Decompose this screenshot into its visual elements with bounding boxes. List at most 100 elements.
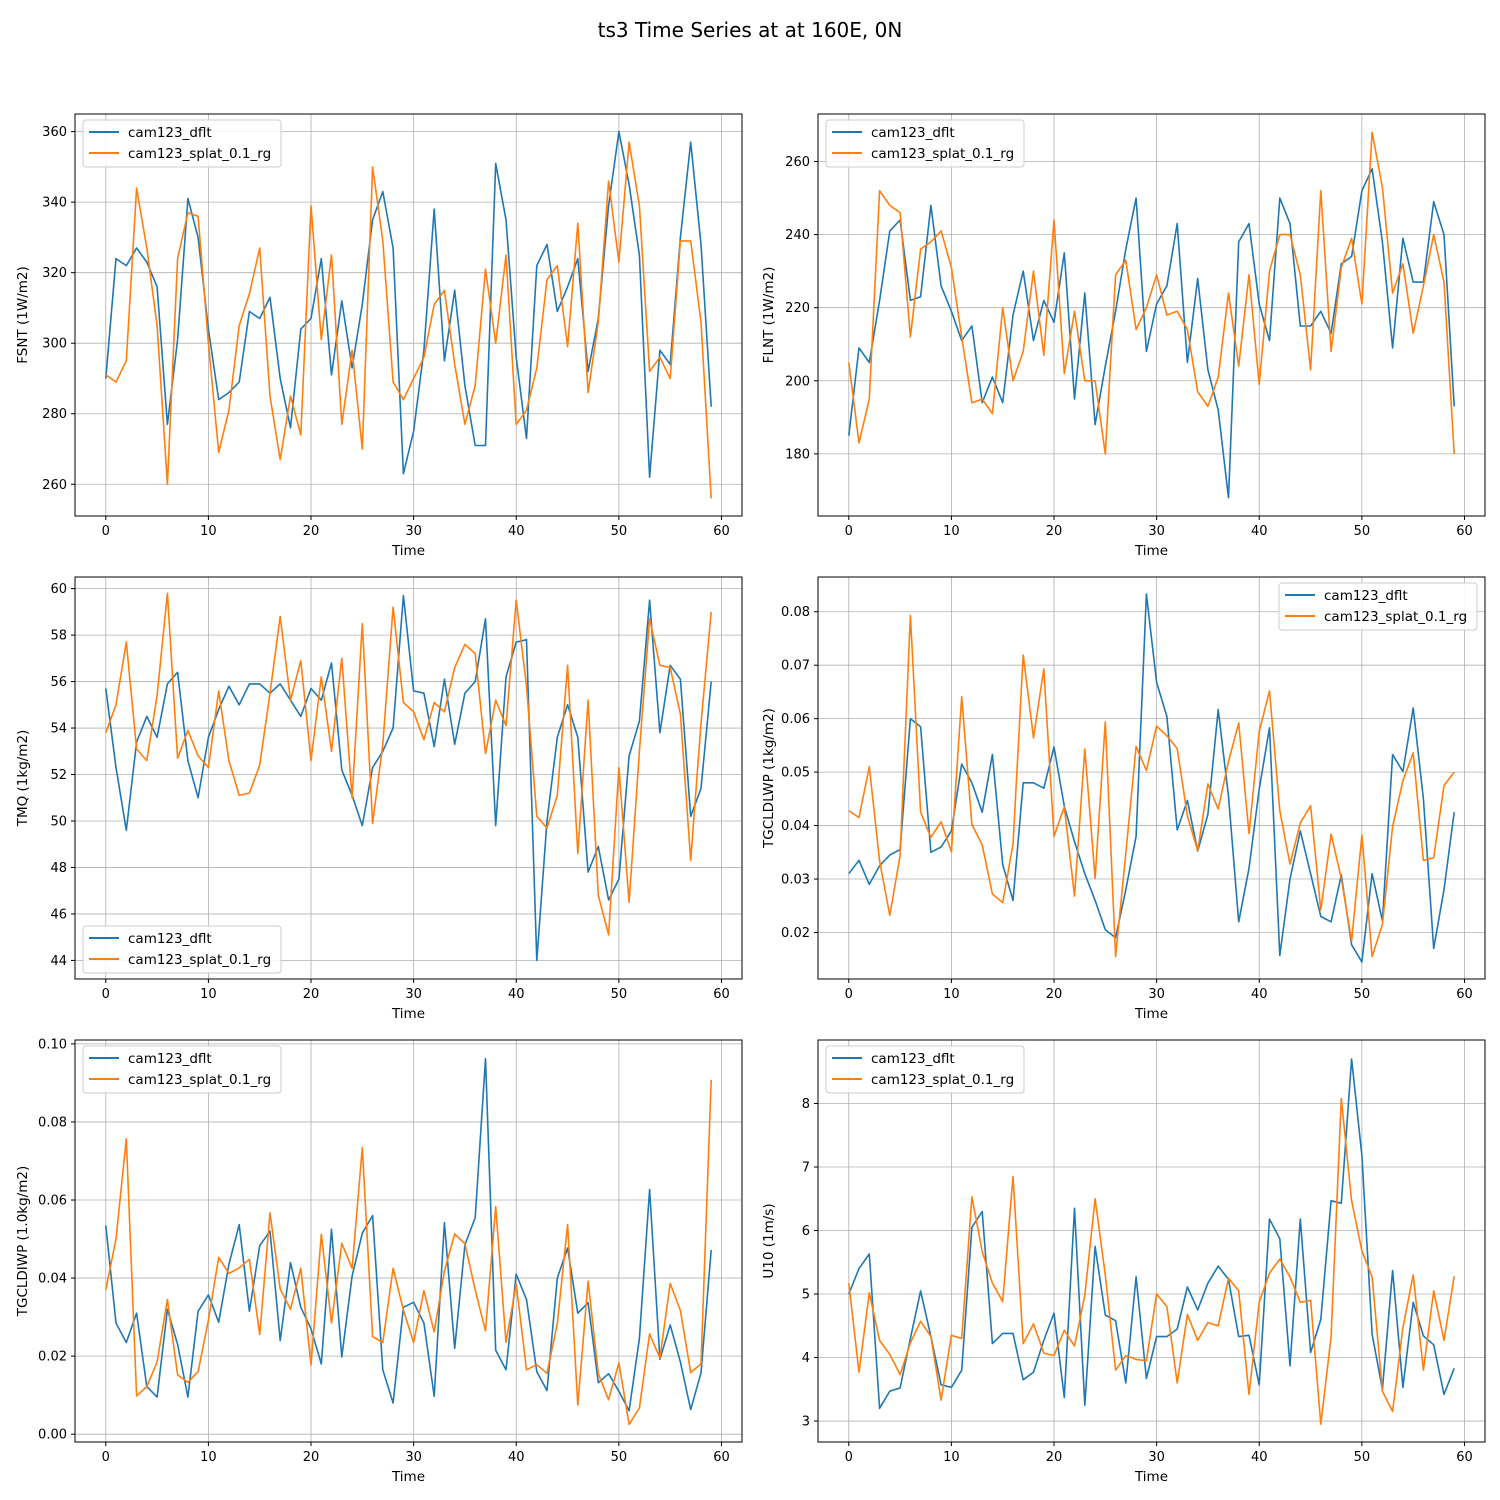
legend: cam123_dflt cam123_splat_0.1_rg bbox=[1278, 582, 1478, 631]
grid bbox=[818, 114, 1485, 516]
x-tick-label: 30 bbox=[1148, 987, 1165, 1002]
y-tick-label: 260 bbox=[42, 478, 67, 493]
y-tick-label: 260 bbox=[785, 155, 810, 170]
y-axis-label: TGCLDLWP (1kg/m2) bbox=[761, 708, 777, 849]
y-tick-label: 300 bbox=[42, 337, 67, 352]
y-tick-label: 320 bbox=[42, 266, 67, 281]
y-tick-label: 0.10 bbox=[38, 1037, 67, 1052]
y-tick-label: 220 bbox=[785, 301, 810, 316]
y-tick-label: 3 bbox=[802, 1415, 810, 1430]
y-tick-label: 6 bbox=[802, 1224, 810, 1239]
x-tick-label: 10 bbox=[200, 987, 217, 1002]
y-tick-label: 58 bbox=[50, 629, 67, 644]
y-tick-label: 0.07 bbox=[781, 659, 810, 674]
subplot-p3: 0 10 20 30 40 50 60 44 46 48 50 52 54 56 58 60 Time TMQ (… bbox=[15, 576, 743, 1022]
series-line-2 bbox=[105, 592, 712, 936]
legend-label-1: cam123_dflt bbox=[128, 1051, 212, 1067]
x-tick-label: 30 bbox=[1148, 524, 1165, 539]
x-tick-label: 40 bbox=[508, 524, 525, 539]
series-line-2 bbox=[848, 1097, 1455, 1425]
legend-box bbox=[82, 1045, 282, 1094]
x-tick-label: 10 bbox=[200, 524, 217, 539]
y-tick-label: 0.08 bbox=[38, 1115, 67, 1130]
x-tick-label: 0 bbox=[102, 524, 110, 539]
y-tick-label: 0.08 bbox=[781, 605, 810, 620]
figure-title: ts3 Time Series at at 160E, 0N bbox=[598, 18, 903, 42]
x-tick-label: 20 bbox=[1046, 987, 1063, 1002]
y-tick-label: 200 bbox=[785, 374, 810, 389]
y-axis-label: FLNT (1W/m2) bbox=[761, 267, 777, 364]
x-tick-label: 0 bbox=[845, 987, 853, 1002]
x-tick-label: 10 bbox=[943, 524, 960, 539]
legend-box bbox=[825, 119, 1025, 168]
y-tick-label: 46 bbox=[50, 907, 67, 922]
x-tick-label: 50 bbox=[1354, 524, 1371, 539]
legend-label-1: cam123_dflt bbox=[1324, 588, 1408, 604]
x-tick-label: 40 bbox=[508, 987, 525, 1002]
axes-frame bbox=[817, 113, 1486, 517]
y-tick-label: 48 bbox=[50, 861, 67, 876]
y-axis-label: TMQ (1kg/m2) bbox=[15, 730, 31, 828]
x-tick-label: 60 bbox=[713, 987, 730, 1002]
y-tick-label: 240 bbox=[785, 228, 810, 243]
grid bbox=[75, 1040, 742, 1442]
legend-box bbox=[1278, 582, 1478, 631]
y-tick-label: 44 bbox=[50, 954, 67, 969]
y-axis-label: FSNT (1W/m2) bbox=[15, 266, 31, 364]
x-axis-label: Time bbox=[1134, 1006, 1168, 1022]
axes-frame bbox=[74, 1039, 743, 1443]
x-tick-label: 60 bbox=[713, 524, 730, 539]
legend-label-2: cam123_splat_0.1_rg bbox=[128, 146, 271, 162]
x-tick-label: 50 bbox=[611, 1450, 628, 1465]
series-line-2 bbox=[848, 614, 1455, 958]
y-tick-label: 0.05 bbox=[781, 766, 810, 781]
legend-label-2: cam123_splat_0.1_rg bbox=[871, 146, 1014, 162]
x-tick-label: 60 bbox=[1456, 1450, 1473, 1465]
legend-label-1: cam123_dflt bbox=[128, 125, 212, 141]
x-tick-label: 30 bbox=[405, 1450, 422, 1465]
y-tick-label: 0.04 bbox=[38, 1272, 67, 1287]
x-tick-label: 50 bbox=[1354, 1450, 1371, 1465]
x-tick-label: 60 bbox=[1456, 524, 1473, 539]
axes-frame bbox=[74, 113, 743, 517]
y-tick-label: 0.04 bbox=[781, 819, 810, 834]
y-tick-label: 52 bbox=[50, 768, 67, 783]
x-tick-label: 20 bbox=[303, 1450, 320, 1465]
subplot-p6: 0 10 20 30 40 50 60 3 4 5 6 7 8 Time U10 (1m/s) cam123_… bbox=[761, 1039, 1486, 1485]
legend: cam123_dflt cam123_splat_0.1_rg bbox=[825, 119, 1025, 168]
y-tick-label: 5 bbox=[802, 1288, 810, 1303]
legend-label-1: cam123_dflt bbox=[128, 931, 212, 947]
legend-box bbox=[825, 1045, 1025, 1094]
x-tick-label: 0 bbox=[845, 524, 853, 539]
x-tick-label: 20 bbox=[1046, 1450, 1063, 1465]
x-tick-label: 30 bbox=[405, 987, 422, 1002]
grid bbox=[818, 577, 1485, 979]
subplot-p2: 0 10 20 30 40 50 60 180 200 220 240 260 Time FLNT (1W… bbox=[761, 113, 1486, 559]
x-tick-label: 50 bbox=[611, 987, 628, 1002]
x-tick-label: 60 bbox=[1456, 987, 1473, 1002]
x-tick-label: 20 bbox=[303, 987, 320, 1002]
y-tick-label: 0.06 bbox=[38, 1194, 67, 1209]
series-line-1 bbox=[105, 1057, 712, 1412]
legend: cam123_dflt cam123_splat_0.1_rg bbox=[82, 119, 282, 168]
x-axis-label: Time bbox=[391, 543, 425, 559]
series-line-1 bbox=[848, 593, 1455, 963]
y-tick-label: 0.02 bbox=[781, 926, 810, 941]
axes-frame bbox=[74, 576, 743, 980]
y-tick-label: 60 bbox=[50, 582, 67, 597]
legend-label-1: cam123_dflt bbox=[871, 1051, 955, 1067]
legend: cam123_dflt cam123_splat_0.1_rg bbox=[82, 925, 282, 974]
y-tick-label: 0.03 bbox=[781, 873, 810, 888]
x-axis-label: Time bbox=[391, 1006, 425, 1022]
y-tick-label: 280 bbox=[42, 407, 67, 422]
x-tick-label: 40 bbox=[1251, 1450, 1268, 1465]
legend-label-2: cam123_splat_0.1_rg bbox=[871, 1072, 1014, 1088]
legend: cam123_dflt cam123_splat_0.1_rg bbox=[825, 1045, 1025, 1094]
y-tick-label: 54 bbox=[50, 722, 67, 737]
x-tick-label: 50 bbox=[611, 524, 628, 539]
legend-box bbox=[82, 119, 282, 168]
y-tick-label: 360 bbox=[42, 125, 67, 140]
y-tick-label: 180 bbox=[785, 447, 810, 462]
x-tick-label: 0 bbox=[102, 987, 110, 1002]
